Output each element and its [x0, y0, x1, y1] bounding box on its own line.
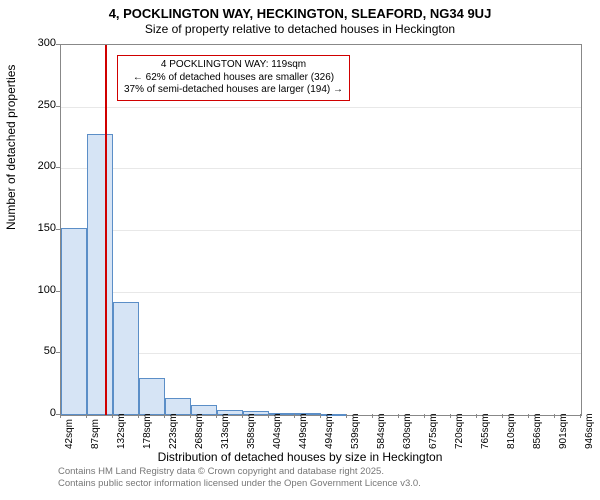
histogram-bar [87, 134, 113, 415]
x-tick-mark [164, 414, 165, 418]
y-tick-mark [56, 106, 60, 107]
gridline [61, 292, 581, 293]
chart-container: 4, POCKLINGTON WAY, HECKINGTON, SLEAFORD… [0, 0, 600, 500]
y-tick-mark [56, 229, 60, 230]
gridline [61, 353, 581, 354]
property-marker-line [105, 45, 107, 415]
attribution-line: Contains HM Land Registry data © Crown c… [58, 466, 421, 478]
x-tick-mark [112, 414, 113, 418]
x-tick-mark [450, 414, 451, 418]
gridline [61, 230, 581, 231]
attribution-line: Contains public sector information licen… [58, 478, 421, 490]
y-tick-label: 300 [30, 37, 56, 49]
x-tick-mark [268, 414, 269, 418]
y-tick-label: 250 [30, 99, 56, 111]
x-tick-mark [216, 414, 217, 418]
x-tick-mark [398, 414, 399, 418]
chart-subtitle: Size of property relative to detached ho… [0, 22, 600, 36]
y-axis-label: Number of detached properties [4, 65, 18, 230]
x-tick-mark [60, 414, 61, 418]
histogram-bar [165, 398, 191, 415]
y-tick-label: 0 [30, 407, 56, 419]
plot-area: 4 POCKLINGTON WAY: 119sqm← 62% of detach… [60, 44, 582, 416]
x-tick-mark [372, 414, 373, 418]
x-tick-mark [346, 414, 347, 418]
y-tick-mark [56, 44, 60, 45]
histogram-bar [113, 302, 139, 415]
x-tick-mark [86, 414, 87, 418]
gridline [61, 168, 581, 169]
y-tick-label: 50 [30, 345, 56, 357]
x-tick-mark [242, 414, 243, 418]
y-tick-label: 100 [30, 284, 56, 296]
x-axis-label: Distribution of detached houses by size … [0, 450, 600, 464]
x-tick-mark [476, 414, 477, 418]
annotation-line: ← 62% of detached houses are smaller (32… [124, 72, 343, 85]
attribution-text: Contains HM Land Registry data © Crown c… [58, 466, 421, 490]
x-tick-mark [190, 414, 191, 418]
y-tick-mark [56, 167, 60, 168]
y-tick-label: 150 [30, 222, 56, 234]
annotation-box: 4 POCKLINGTON WAY: 119sqm← 62% of detach… [117, 55, 350, 101]
annotation-line: 4 POCKLINGTON WAY: 119sqm [124, 59, 343, 72]
x-tick-mark [528, 414, 529, 418]
y-tick-mark [56, 352, 60, 353]
x-tick-mark [502, 414, 503, 418]
x-tick-mark [424, 414, 425, 418]
x-tick-mark [580, 414, 581, 418]
chart-title: 4, POCKLINGTON WAY, HECKINGTON, SLEAFORD… [0, 6, 600, 21]
x-tick-mark [320, 414, 321, 418]
y-tick-label: 200 [30, 160, 56, 172]
x-tick-mark [554, 414, 555, 418]
x-tick-mark [138, 414, 139, 418]
x-tick-mark [294, 414, 295, 418]
gridline [61, 107, 581, 108]
histogram-bar [139, 378, 165, 415]
annotation-line: 37% of semi-detached houses are larger (… [124, 84, 343, 97]
histogram-bar [61, 228, 87, 415]
y-tick-mark [56, 291, 60, 292]
